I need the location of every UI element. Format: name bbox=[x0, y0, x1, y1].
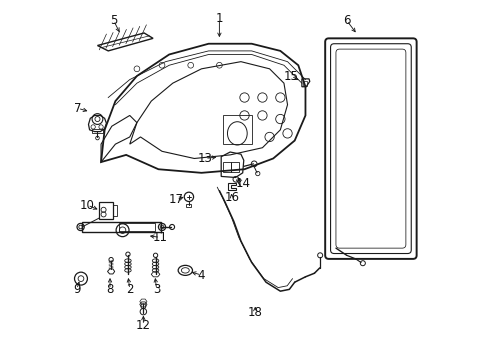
Text: 15: 15 bbox=[283, 69, 298, 82]
Bar bbox=[99, 202, 113, 220]
Text: 11: 11 bbox=[152, 231, 167, 244]
Text: 4: 4 bbox=[197, 269, 205, 282]
Bar bbox=[231, 162, 239, 172]
Text: 7: 7 bbox=[74, 102, 81, 115]
Text: 2: 2 bbox=[126, 283, 133, 296]
Bar bbox=[92, 129, 103, 134]
Text: 9: 9 bbox=[73, 283, 80, 296]
Bar bbox=[82, 222, 161, 232]
Text: 5: 5 bbox=[110, 14, 117, 27]
Text: 10: 10 bbox=[80, 199, 95, 212]
Text: 3: 3 bbox=[153, 283, 160, 296]
Bar bbox=[119, 224, 155, 230]
Bar bbox=[186, 204, 191, 207]
Text: 17: 17 bbox=[168, 193, 183, 206]
Text: 16: 16 bbox=[224, 192, 239, 204]
Text: 13: 13 bbox=[197, 152, 212, 165]
Bar bbox=[223, 116, 251, 144]
Bar bbox=[303, 81, 306, 86]
Text: 1: 1 bbox=[215, 12, 223, 25]
Text: 8: 8 bbox=[106, 283, 114, 296]
Bar bbox=[223, 162, 230, 172]
Bar bbox=[113, 205, 117, 216]
Text: 6: 6 bbox=[342, 14, 350, 27]
Text: 18: 18 bbox=[247, 306, 262, 319]
Text: 12: 12 bbox=[136, 319, 151, 332]
Text: 14: 14 bbox=[235, 177, 250, 190]
